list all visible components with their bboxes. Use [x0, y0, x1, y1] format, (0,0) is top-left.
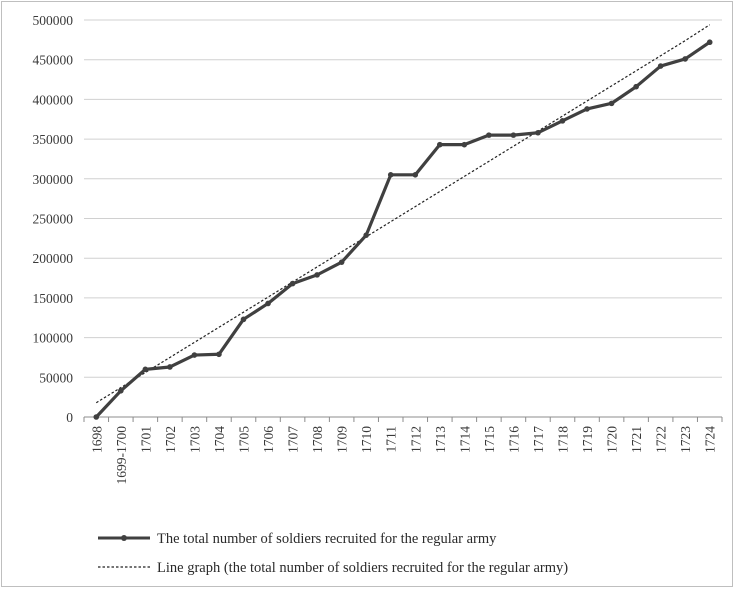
data-point-total [437, 141, 443, 148]
y-tick-label: 0 [66, 410, 73, 425]
x-axis [83, 416, 723, 422]
y-tick-label: 500000 [33, 13, 74, 28]
legend-label-trend: Line graph (the total number of soldiers… [157, 560, 568, 576]
data-point-total [486, 132, 492, 138]
data-point-total [608, 100, 615, 107]
data-point-total [559, 118, 566, 124]
y-axis-ticks: 0 50000 100000 150000 200000 250000 300000 3500… [33, 13, 74, 425]
data-point-total [387, 172, 394, 178]
x-tick-label: 1707 [286, 426, 301, 453]
legend-label-total: The total number of soldiers recruited f… [157, 531, 497, 547]
data-point-total [93, 414, 100, 420]
y-tick-label: 150000 [33, 291, 74, 306]
x-tick-label: 1720 [605, 426, 620, 453]
data-point-total [633, 83, 639, 90]
x-tick-label: 1701 [138, 426, 153, 453]
x-axis-ticks: 1698 1699-1700 1701 1702 1703 1704 1705 1706 170… [89, 426, 717, 485]
y-tick-label: 250000 [33, 212, 74, 227]
x-tick-label: 1712 [408, 426, 423, 453]
y-tick-label: 400000 [33, 92, 74, 107]
x-tick-label: 1703 [187, 426, 202, 453]
legend: The total number of soldiers recruited f… [98, 531, 568, 576]
x-tick-label: 1709 [335, 426, 350, 453]
y-tick-label: 300000 [33, 172, 74, 187]
data-point-total [265, 300, 271, 307]
data-point-total [167, 364, 173, 370]
legend-marker-total [121, 535, 127, 541]
series [93, 24, 713, 420]
data-point-total [289, 280, 296, 287]
data-point-total [118, 387, 124, 394]
data-point-total [706, 39, 713, 46]
data-point-total [363, 232, 369, 238]
gridlines [84, 19, 722, 378]
x-tick-label: 1715 [482, 426, 497, 453]
data-point-total [412, 172, 419, 178]
y-tick-label: 350000 [33, 132, 74, 147]
x-tick-label: 1716 [506, 426, 521, 453]
x-tick-label: 1722 [654, 426, 669, 453]
x-tick-label: 1698 [89, 426, 104, 453]
series-line-trend [95, 24, 711, 404]
data-point-total [657, 63, 664, 69]
x-tick-label: 1713 [433, 426, 448, 453]
series-line-total [95, 40, 711, 419]
data-point-total [535, 129, 541, 136]
data-point-total [191, 352, 198, 358]
data-point-total [314, 272, 320, 278]
y-tick-label: 50000 [39, 370, 73, 385]
data-point-total [240, 316, 247, 323]
x-tick-label: 1705 [237, 426, 252, 453]
data-point-total [142, 366, 149, 373]
x-tick-label: 1724 [703, 426, 718, 453]
data-point-total [682, 56, 688, 62]
x-tick-label: 1706 [261, 426, 276, 453]
y-tick-label: 200000 [33, 251, 74, 266]
x-tick-label: 1718 [556, 426, 571, 453]
y-tick-label: 100000 [33, 331, 74, 346]
data-point-total [584, 106, 590, 112]
x-tick-label: 1714 [457, 426, 472, 453]
x-tick-label: 1704 [212, 426, 227, 453]
x-tick-label: 1708 [310, 426, 325, 453]
data-point-total [338, 259, 345, 265]
x-tick-label: 1719 [580, 426, 595, 453]
x-tick-label: 1711 [384, 426, 399, 453]
x-tick-label: 1710 [359, 426, 374, 453]
x-tick-label: 1723 [678, 426, 693, 453]
x-tick-label: 1721 [629, 426, 644, 453]
data-point-total [461, 141, 468, 148]
x-tick-label: 1699-1700 [114, 426, 129, 485]
data-point-total [510, 132, 517, 138]
x-tick-label: 1702 [163, 426, 178, 453]
data-point-total [216, 351, 222, 358]
y-tick-label: 450000 [33, 53, 74, 68]
x-tick-label: 1717 [531, 426, 546, 453]
